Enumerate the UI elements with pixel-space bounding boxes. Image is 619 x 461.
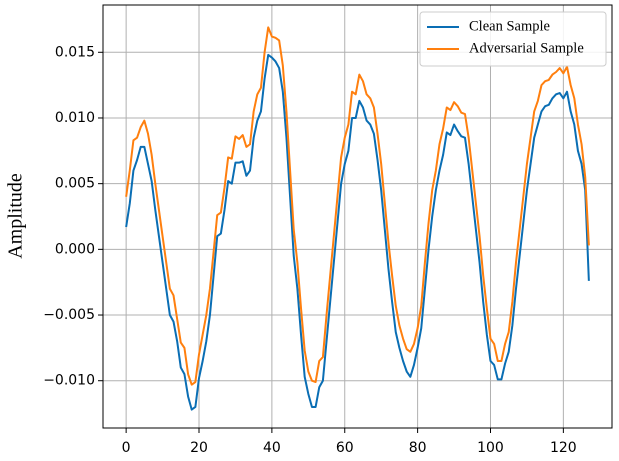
- x-tick-label: 20: [190, 440, 208, 456]
- y-tick-label: −0.010: [43, 373, 95, 389]
- series-line: [125, 53, 590, 411]
- legend-label: Adversarial Sample: [469, 40, 584, 56]
- x-tick-label: 60: [336, 440, 354, 456]
- y-tick-label: 0.005: [55, 176, 95, 192]
- x-tick-label: 100: [477, 440, 504, 456]
- x-tick-label: 40: [263, 440, 281, 456]
- x-tick-label: 120: [550, 440, 577, 456]
- y-tick-label: 0.015: [55, 44, 95, 60]
- series-line: [125, 26, 590, 386]
- y-axis-label: Amplitude: [5, 173, 27, 259]
- plot-frame: [102, 4, 613, 429]
- y-tick-label: −0.005: [43, 307, 95, 323]
- legend-box: [419, 11, 607, 67]
- x-tick-label: 0: [122, 440, 131, 456]
- y-tick-label: 0.000: [55, 241, 95, 257]
- y-tick-label: 0.010: [55, 110, 95, 126]
- x-tick-label: 80: [409, 440, 427, 456]
- legend: Clean Sample Adversarial Sample: [419, 11, 607, 67]
- legend-label: Clean Sample: [469, 18, 550, 34]
